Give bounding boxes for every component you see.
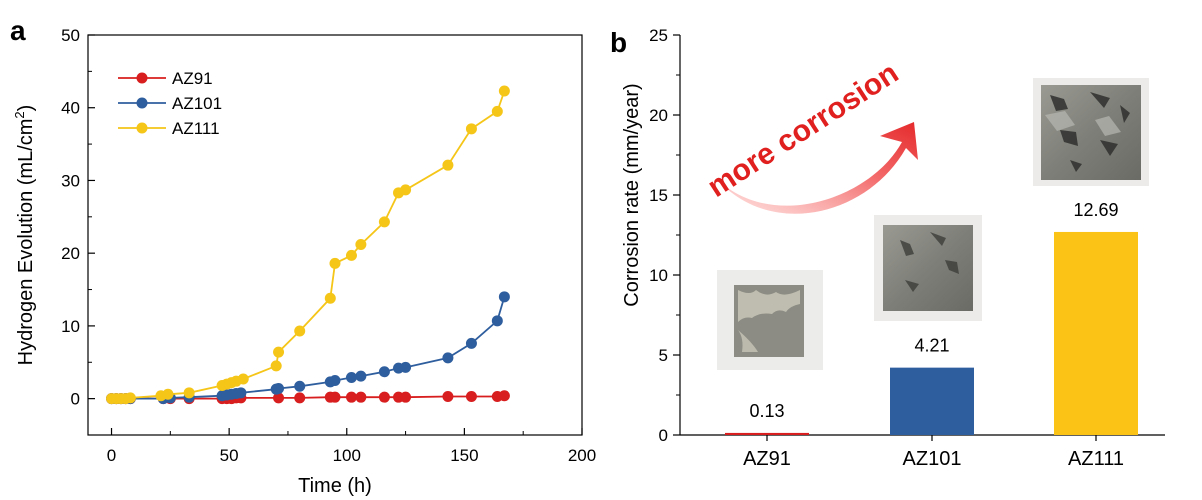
series-lines (106, 85, 510, 405)
data-point (400, 391, 412, 403)
category-label: AZ101 (903, 448, 962, 470)
plot-a-frame (87, 34, 583, 436)
panel-a-label: a (10, 15, 26, 46)
data-point (465, 390, 477, 402)
y-axis-label-main: Hydrogen Evolution (mL/cm (15, 119, 37, 366)
data-point (329, 257, 341, 269)
data-point (400, 184, 412, 196)
x-tick-label: 50 (220, 446, 239, 465)
y-tick-label-b: 10 (649, 266, 668, 285)
y-tick-label-b: 25 (649, 26, 668, 45)
data-point (491, 315, 503, 327)
data-point (442, 159, 454, 171)
category-label: AZ91 (743, 448, 791, 470)
x-axis-label: Time (h) (298, 475, 372, 497)
y-axis-label: Hydrogen Evolution (mL/cm2) (12, 105, 37, 366)
data-point (465, 123, 477, 135)
plate-photo-az91 (717, 270, 823, 370)
data-point (273, 392, 285, 404)
legend-marker (136, 122, 148, 134)
data-point (237, 373, 249, 385)
y-tick-label: 20 (61, 244, 80, 263)
data-point (294, 392, 306, 404)
series-line-az111 (111, 90, 506, 400)
corrosion-rate-chart: 0 5 10 15 20 25 0.13 AZ91 4.21 AZ101 12.69 AZ111 C… (621, 26, 1165, 470)
bar-az101 (890, 367, 974, 435)
bar-az111 (1054, 231, 1138, 435)
corrosion-arrow (716, 122, 918, 214)
data-point (378, 391, 390, 403)
series-line-az101 (111, 296, 506, 400)
panel-b-label: b (610, 27, 627, 58)
data-point (442, 352, 454, 364)
data-point (294, 325, 306, 337)
bar-value-label: 4.21 (914, 336, 949, 356)
data-point (498, 390, 510, 402)
y-tick-label: 40 (61, 99, 80, 118)
data-point (329, 391, 341, 403)
y-tick-label: 50 (61, 26, 80, 45)
category-label: AZ111 (1068, 448, 1124, 470)
data-point (273, 346, 285, 358)
data-point (124, 392, 136, 404)
y-axis-label-sup: 2 (12, 111, 27, 118)
data-point (345, 391, 357, 403)
x-tick-label: 100 (333, 446, 361, 465)
data-point (442, 390, 454, 402)
bars: 0.13 AZ91 4.21 AZ101 12.69 AZ111 (725, 200, 1138, 470)
legend-label: AZ111 (172, 119, 220, 138)
y-tick-label: 0 (71, 390, 80, 409)
data-point (294, 380, 306, 392)
legend: AZ91 AZ101 AZ111 (118, 69, 222, 138)
y-axis-ticks: 0 10 20 30 40 50 (61, 26, 95, 436)
legend-marker (136, 72, 148, 84)
data-point (498, 291, 510, 303)
data-point (270, 360, 282, 372)
hydrogen-evolution-chart: 0 50 100 150 200 0 10 20 30 40 50 Time (h) Hydrog… (12, 26, 596, 497)
data-point (355, 238, 367, 250)
data-point (235, 387, 247, 399)
data-point (378, 216, 390, 228)
data-point (498, 85, 510, 97)
data-point (273, 382, 285, 394)
data-point (324, 292, 336, 304)
data-point (162, 388, 174, 400)
data-point (378, 366, 390, 378)
legend-label: AZ101 (172, 94, 222, 113)
y-axis-ticks-b: 0 5 10 15 20 25 (649, 26, 680, 445)
data-point (465, 337, 477, 349)
x-tick-label: 0 (107, 446, 116, 465)
plate-photo-az101 (874, 215, 982, 321)
data-point (355, 391, 367, 403)
legend-marker (136, 97, 148, 109)
plate-photo-az111 (1033, 78, 1149, 186)
x-axis-ticks: 0 50 100 150 200 (107, 428, 596, 465)
series-az111 (106, 85, 510, 405)
series-az101 (106, 291, 510, 405)
data-point (400, 361, 412, 373)
y-axis-label-b: Corrosion rate (mm/year) (621, 83, 643, 306)
y-tick-label-b: 20 (649, 106, 668, 125)
y-tick-label-b: 0 (659, 426, 668, 445)
bar-value-label: 0.13 (749, 401, 784, 421)
y-tick-label: 30 (61, 171, 80, 190)
y-axis-label-end: ) (15, 105, 37, 112)
data-point (183, 387, 195, 399)
y-tick-label-b: 5 (659, 346, 668, 365)
y-tick-label: 10 (61, 317, 80, 336)
legend-label: AZ91 (172, 69, 213, 88)
data-point (345, 249, 357, 261)
y-tick-label-b: 15 (649, 186, 668, 205)
data-point (345, 372, 357, 384)
x-tick-label: 200 (568, 446, 596, 465)
data-point (491, 105, 503, 117)
data-point (329, 374, 341, 386)
bar-az91 (725, 432, 809, 435)
data-point (355, 370, 367, 382)
bar-value-label: 12.69 (1073, 200, 1118, 220)
x-tick-label: 150 (450, 446, 478, 465)
